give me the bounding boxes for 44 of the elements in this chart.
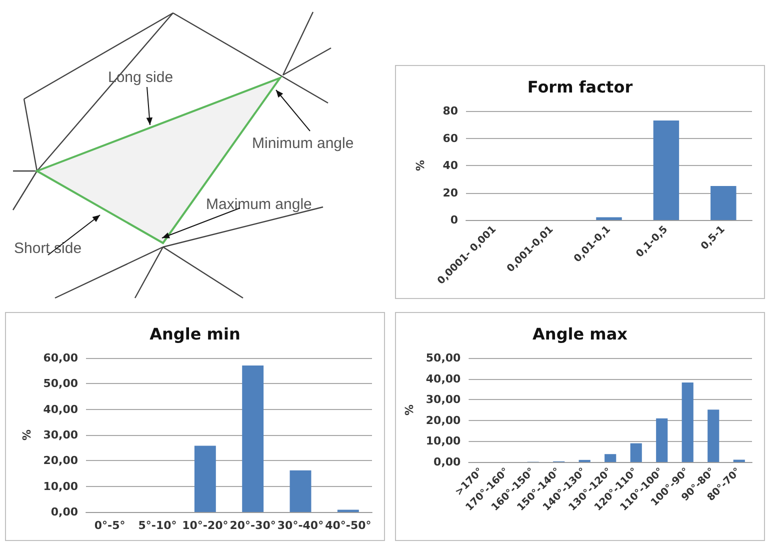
y-tick-label: 60 xyxy=(442,132,458,145)
x-tick-label: 20°-30° xyxy=(230,519,276,532)
x-tick-label: 10°-20° xyxy=(182,519,228,532)
y-tick-label: 30,00 xyxy=(43,428,78,442)
chart-title: Angle min xyxy=(150,324,240,344)
x-tick-label: 5°-10° xyxy=(138,519,177,532)
y-tick-label: 20 xyxy=(442,186,458,200)
y-tick-label: 0,00 xyxy=(50,506,78,518)
y-tick-label: 20,00 xyxy=(43,454,78,468)
y-tick-label: 10,00 xyxy=(43,480,78,493)
bar xyxy=(656,418,668,462)
y-tick-label: 40,00 xyxy=(426,372,462,386)
y-tick-label: 40,00 xyxy=(43,402,78,416)
bar xyxy=(708,410,720,462)
x-tick-label: 40°-50° xyxy=(325,519,372,532)
bar xyxy=(710,186,736,220)
bar xyxy=(194,446,216,512)
y-tick-label: 80 xyxy=(442,104,458,118)
y-tick-label: 50,00 xyxy=(43,377,78,390)
y-axis-title: % xyxy=(414,160,427,172)
text: Short side xyxy=(14,240,82,257)
bar xyxy=(596,217,622,220)
y-tick-label: 20,00 xyxy=(426,414,462,427)
bar xyxy=(290,470,312,512)
bar xyxy=(653,120,680,220)
bar xyxy=(604,454,616,462)
y-axis-title: % xyxy=(20,429,34,441)
y-tick-label: 40 xyxy=(442,159,458,172)
chart-title: Angle max xyxy=(532,324,628,344)
y-tick-label: 30,00 xyxy=(426,393,462,406)
bar xyxy=(242,365,264,512)
y-tick-label: 0,00 xyxy=(434,456,462,468)
x-tick-label: 30°-40° xyxy=(277,519,324,532)
bar xyxy=(682,382,694,462)
y-tick-label: 0 xyxy=(450,214,458,226)
chart-title: Form factor xyxy=(527,78,633,96)
text: Minimum angle xyxy=(252,135,354,152)
y-axis-title: % xyxy=(403,404,416,416)
bar xyxy=(630,443,642,462)
text: Maximum angle xyxy=(206,196,312,213)
y-tick-label: 50,00 xyxy=(426,352,462,364)
y-tick-label: 10,00 xyxy=(426,434,462,448)
x-tick-label: 0°-5° xyxy=(94,519,126,532)
y-tick-label: 60,00 xyxy=(43,352,78,364)
